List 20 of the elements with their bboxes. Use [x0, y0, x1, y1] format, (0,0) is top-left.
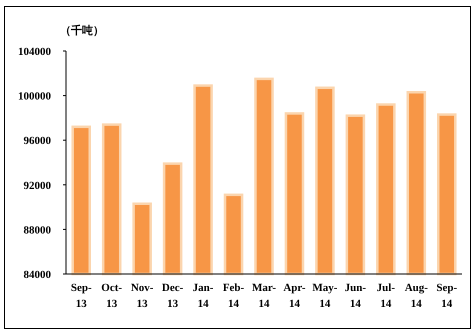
x-tick-label: Apr-14 [283, 282, 306, 310]
x-tick-label: Dec-13 [162, 282, 184, 310]
x-tick-label: Jun-14 [344, 282, 366, 310]
y-tick-label: 88000 [24, 224, 52, 236]
x-tick-label: Jul-14 [376, 282, 396, 310]
y-tick-label: 84000 [24, 269, 52, 281]
y-tick-label: 92000 [24, 180, 52, 192]
y-tick-label: 96000 [24, 135, 52, 148]
x-tick-label: Aug-14 [404, 282, 428, 310]
y-axis-title: （千吨） [60, 24, 104, 37]
x-tick-label: Sep-13 [70, 282, 92, 310]
x-tick-label: Oct-13 [101, 282, 122, 310]
x-tick-label: Nov-13 [130, 282, 154, 310]
x-tick-label: Sep-14 [436, 282, 458, 310]
x-tick-label: Jan-14 [192, 282, 214, 310]
x-tick-label: May-14 [312, 282, 338, 310]
y-tick-label: 100000 [18, 90, 52, 103]
x-tick-label: Mar-14 [252, 282, 276, 310]
x-tick-label: Feb-14 [222, 282, 245, 310]
y-tick-label: 104000 [18, 46, 52, 58]
